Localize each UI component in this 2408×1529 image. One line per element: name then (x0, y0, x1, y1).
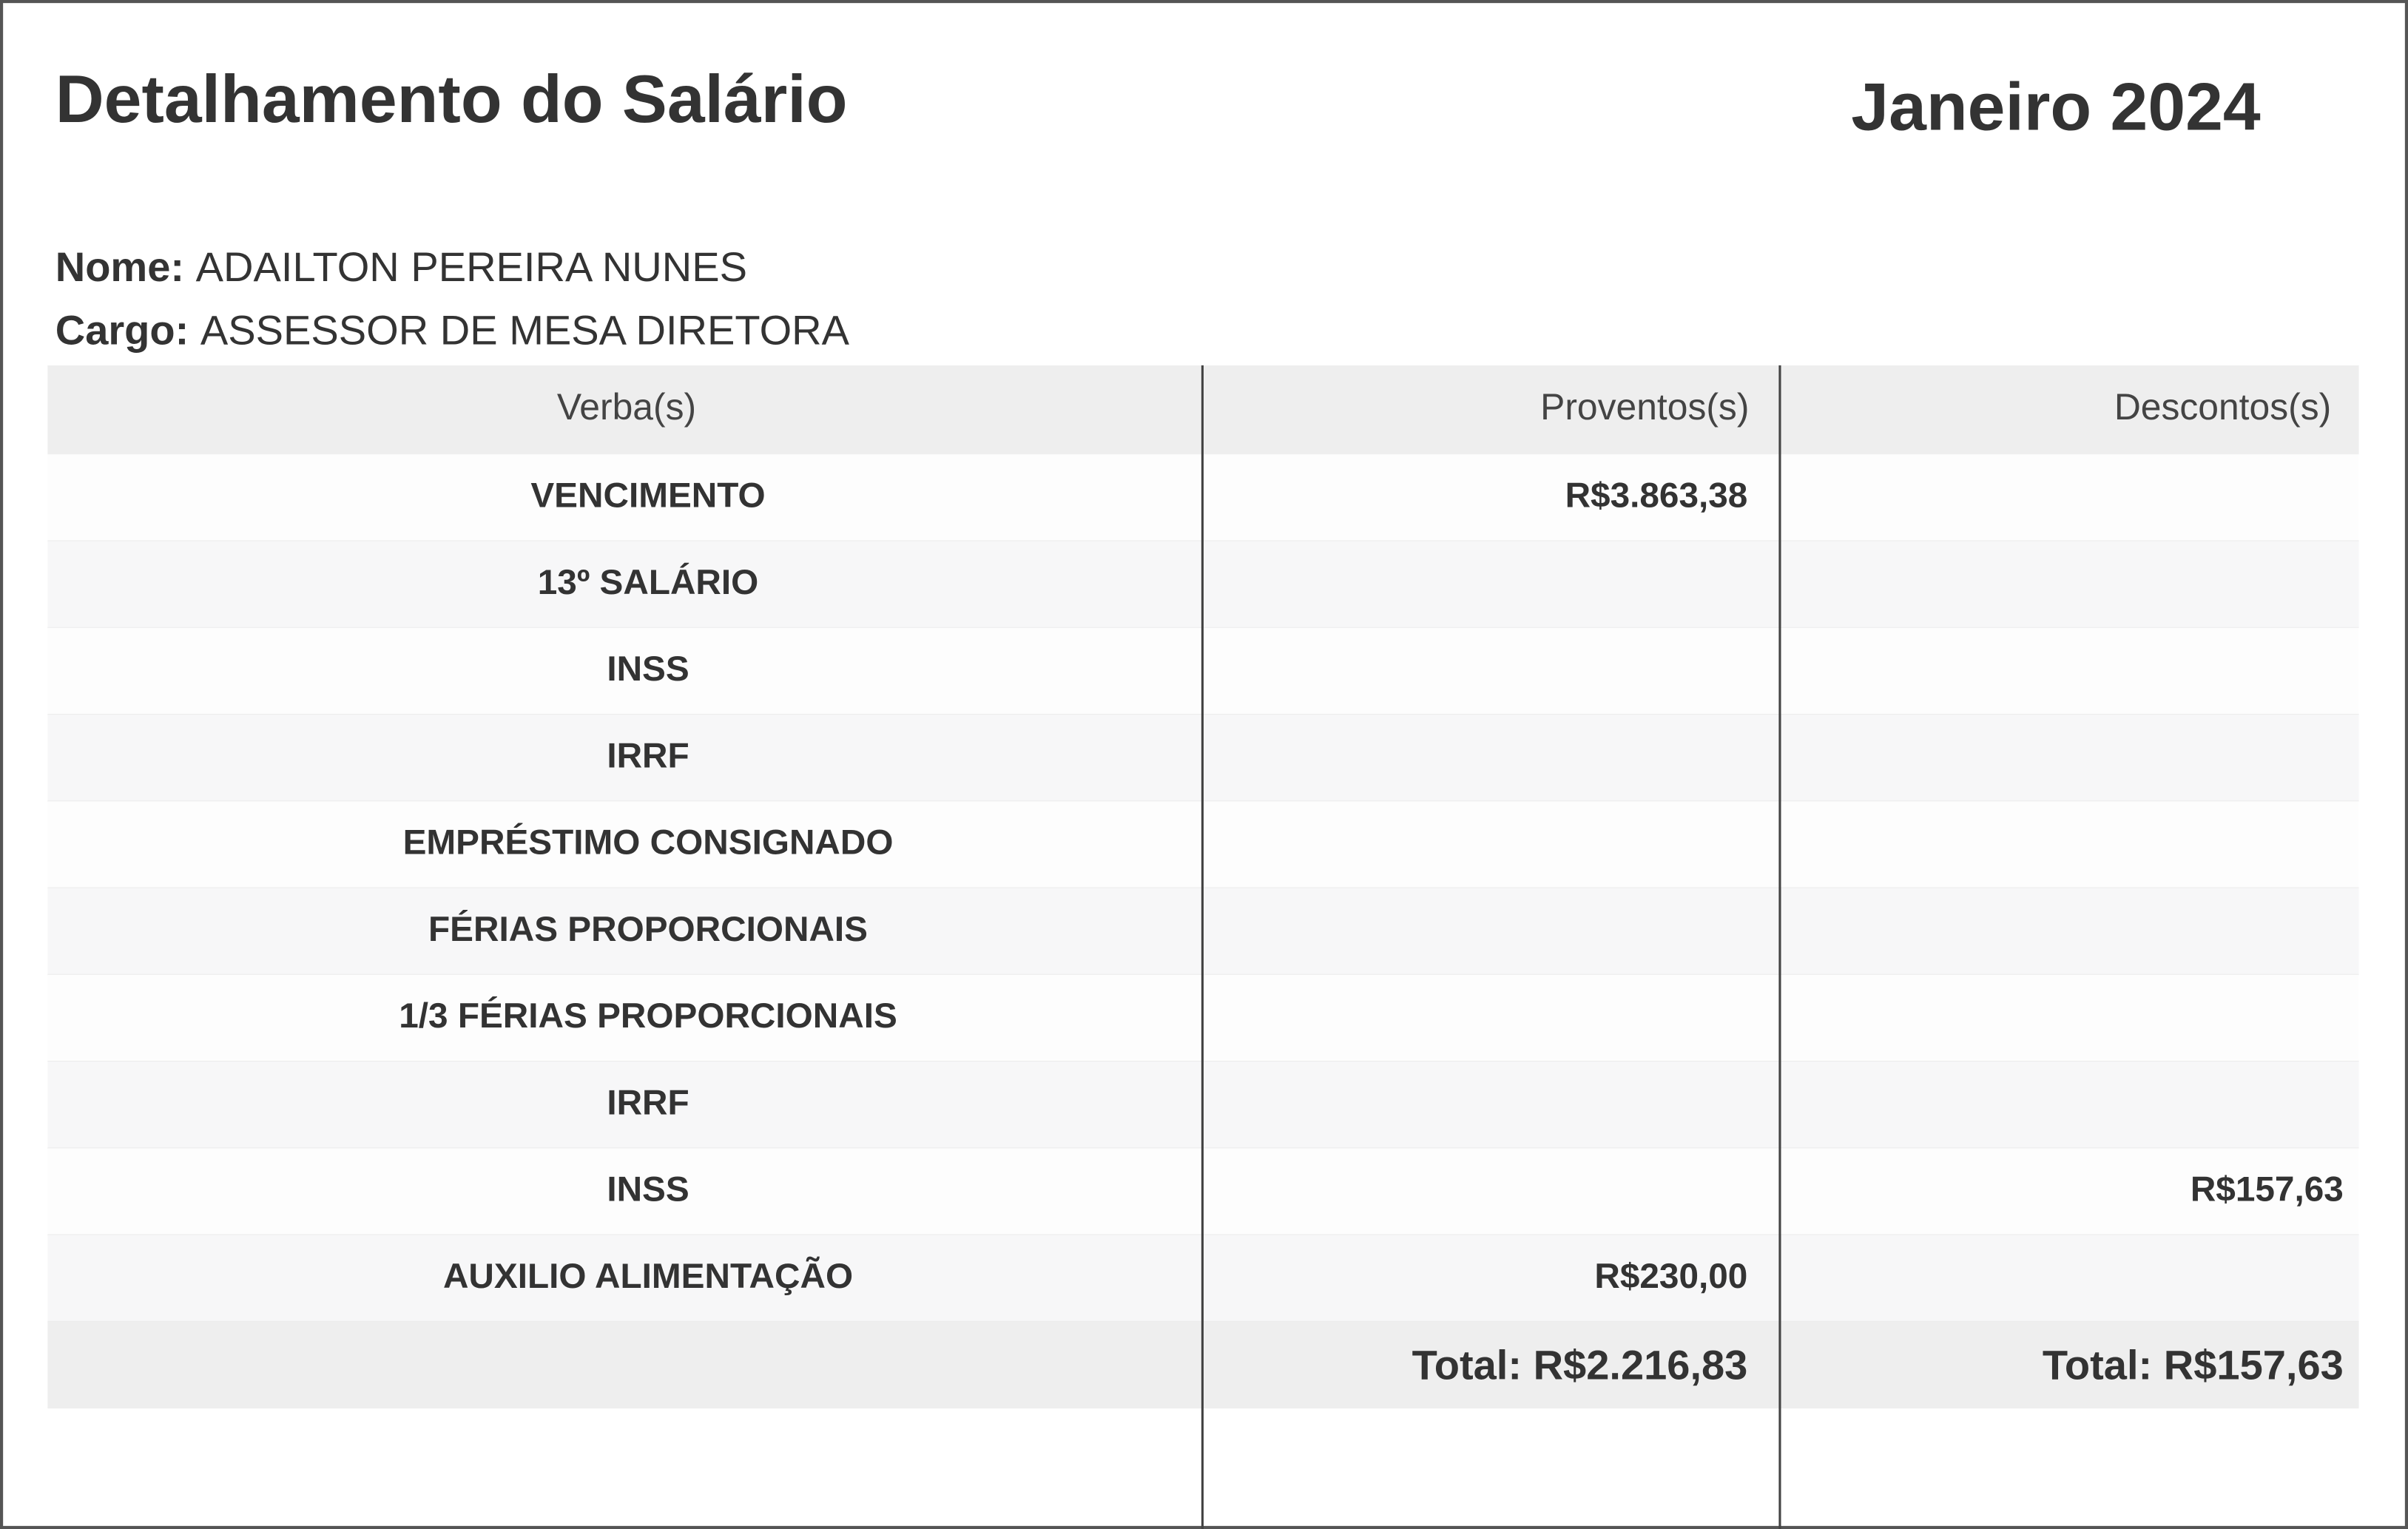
cell: R$157,63 (2191, 1170, 2344, 1209)
column-header: Verba(s) (557, 386, 696, 428)
cell: AUXILIO ALIMENTAÇÃO (443, 1255, 853, 1296)
role-line: Cargo: ASSESSOR DE MESA DIRETORA (55, 306, 850, 353)
title: Detalhamento do Salário (55, 61, 848, 137)
cell: 13º SALÁRIO (538, 562, 759, 602)
cell: IRRF (607, 1083, 689, 1122)
cell: INSS (607, 649, 689, 689)
role-label: Cargo: (55, 306, 189, 353)
cell: VENCIMENTO (530, 476, 765, 516)
total: Total: R$2.216,83 (1412, 1341, 1748, 1388)
cell: EMPRÉSTIMO CONSIGNADO (403, 823, 894, 863)
cell: R$230,00 (1594, 1257, 1747, 1296)
column-header: Proventos(s) (1540, 386, 1749, 428)
cell: INSS (607, 1170, 689, 1209)
role: ASSESSOR DE MESA DIRETORA (200, 306, 850, 353)
cell: 1/3 FÉRIAS PROPORCIONAIS (399, 996, 897, 1036)
name-line: Nome: ADAILTON PEREIRA NUNES (55, 243, 747, 290)
total: Total: R$157,63 (2043, 1341, 2344, 1388)
period: Janeiro 2024 (1851, 70, 2261, 145)
cell: IRRF (607, 736, 689, 775)
name-label: Nome: (55, 243, 184, 290)
cell: R$3.863,38 (1565, 476, 1748, 516)
column-header: Descontos(s) (2114, 386, 2331, 428)
name: ADAILTON PEREIRA NUNES (196, 243, 747, 290)
cell: FÉRIAS PROPORCIONAIS (428, 909, 868, 949)
